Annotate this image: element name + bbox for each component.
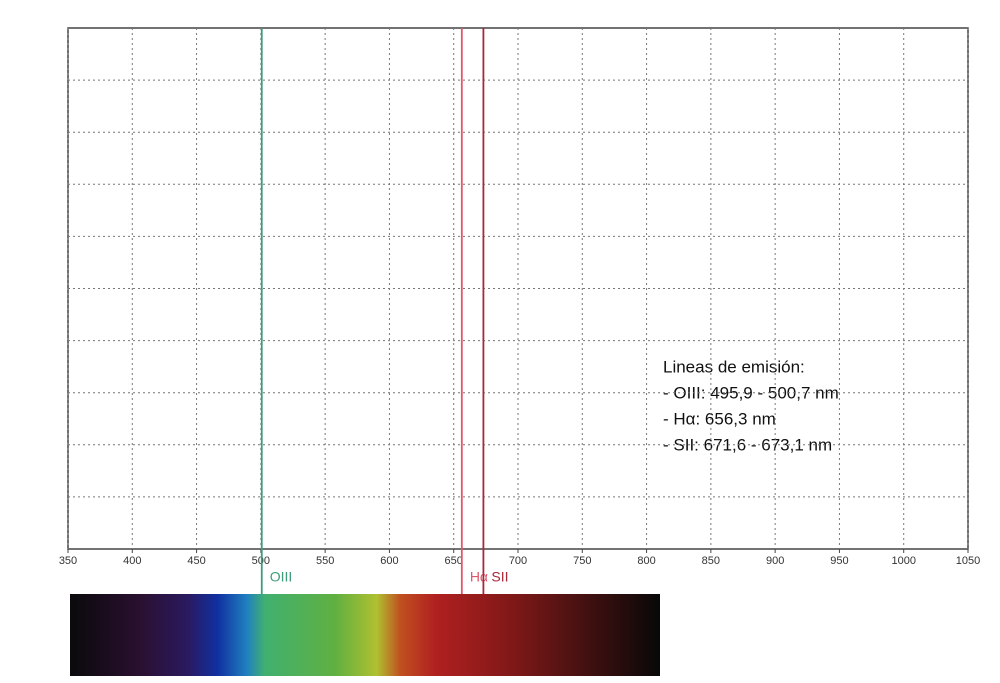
line-label: Hα bbox=[470, 569, 488, 585]
annotation-line: Lineas de emisión: bbox=[663, 357, 805, 376]
x-tick-label: 400 bbox=[123, 555, 141, 567]
x-tick-label: 1000 bbox=[891, 555, 915, 567]
annotation-line: - Hα: 656,3 nm bbox=[663, 409, 776, 428]
annotation: Lineas de emisión: - OIII: 495,9 - 500,7 … bbox=[663, 357, 839, 454]
x-tick-label: 1050 bbox=[956, 555, 980, 567]
x-tick-label: 700 bbox=[509, 555, 527, 567]
line-label: SII bbox=[491, 569, 508, 585]
spectrum-bar bbox=[70, 594, 660, 676]
annotation-line: - SII: 671,6 - 673,1 nm bbox=[663, 435, 832, 454]
x-tick-label: 750 bbox=[573, 555, 591, 567]
x-tick-label: 650 bbox=[445, 555, 463, 567]
x-tick-label: 600 bbox=[380, 555, 398, 567]
x-tick-label: 950 bbox=[830, 555, 848, 567]
x-tick-label: 550 bbox=[316, 555, 334, 567]
line-label: OIII bbox=[270, 569, 293, 585]
x-tick-label: 850 bbox=[702, 555, 720, 567]
x-tick-label: 350 bbox=[59, 555, 77, 567]
x-tick-label: 900 bbox=[766, 555, 784, 567]
x-tick-label: 450 bbox=[187, 555, 205, 567]
annotation-line: - OIII: 495,9 - 500,7 nm bbox=[663, 383, 839, 402]
x-tick-label: 800 bbox=[637, 555, 655, 567]
